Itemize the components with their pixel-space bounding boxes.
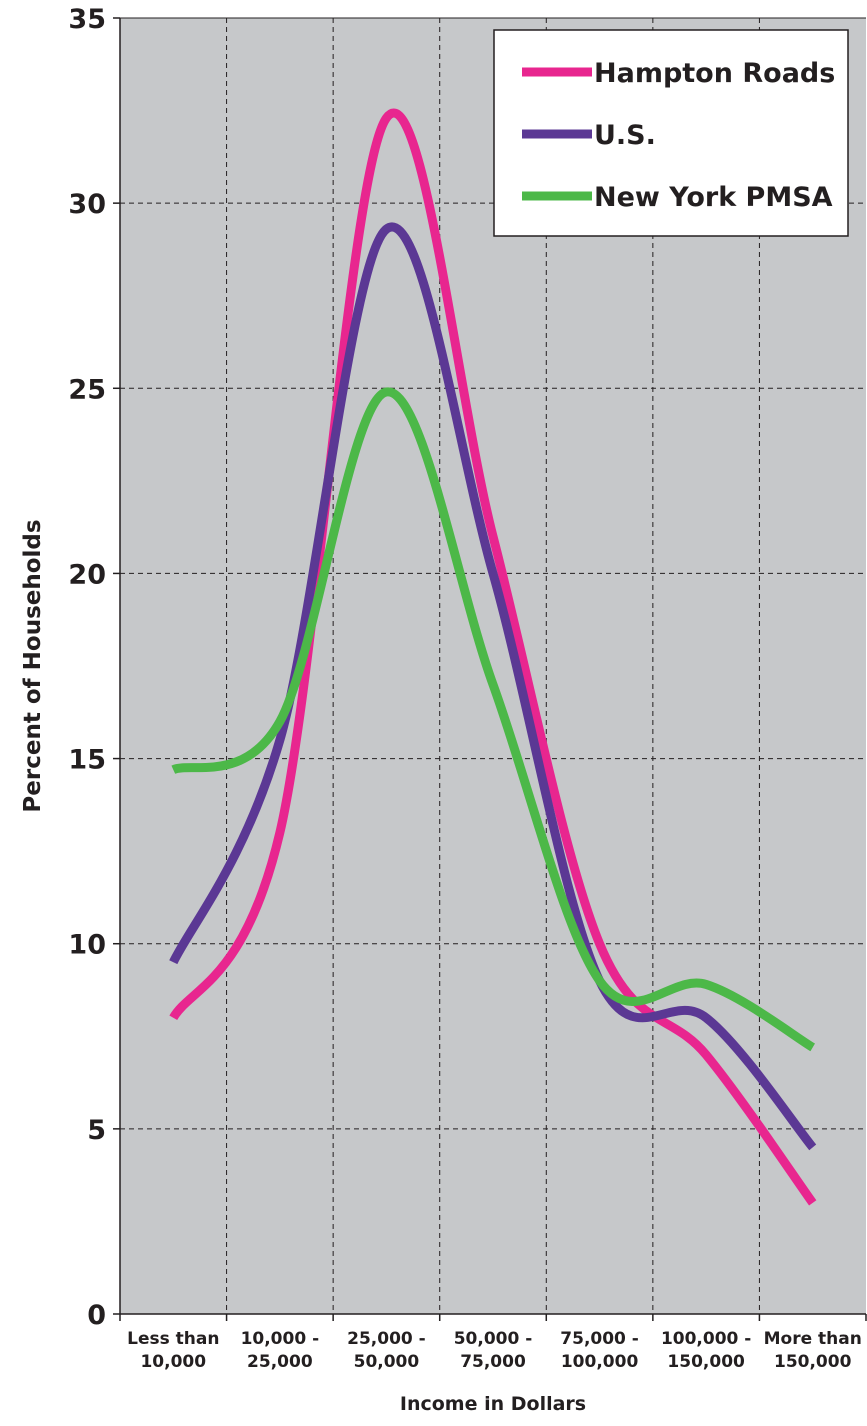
y-tick-label: 10 [68, 930, 106, 961]
legend-label-new-york-pmsa: New York PMSA [594, 182, 833, 213]
x-tick-label: 50,000 [354, 1352, 420, 1372]
legend-label-u-s: U.S. [594, 120, 656, 151]
x-tick-label: Less than [127, 1329, 219, 1349]
legend-label-hampton-roads: Hampton Roads [594, 58, 835, 89]
y-axis-title: Percent of Households [20, 519, 46, 812]
x-tick-label: 100,000 - [661, 1329, 751, 1349]
y-tick-label: 30 [68, 189, 106, 220]
x-axis-title: Income in Dollars [400, 1393, 586, 1415]
x-tick-label: 10,000 [140, 1352, 206, 1372]
y-tick-label: 25 [68, 374, 106, 405]
x-tick-label: 75,000 - [560, 1329, 639, 1349]
y-tick-label: 35 [68, 4, 106, 35]
x-tick-label: 10,000 - [241, 1329, 320, 1349]
x-tick-label: More than [764, 1329, 862, 1349]
x-tick-label: 100,000 [561, 1352, 639, 1372]
x-tick-label: 50,000 - [454, 1329, 533, 1349]
y-tick-label: 20 [68, 559, 106, 590]
x-tick-label: 150,000 [774, 1352, 852, 1372]
x-tick-label: 25,000 [247, 1352, 313, 1372]
y-tick-label: 0 [87, 1300, 106, 1331]
y-tick-label: 5 [87, 1115, 106, 1146]
x-tick-label: 75,000 [460, 1352, 526, 1372]
y-tick-label: 15 [68, 745, 106, 776]
legend: Hampton Roads U.S. New York PMSA [494, 30, 848, 236]
x-tick-label: 150,000 [667, 1352, 745, 1372]
x-tick-label: 25,000 - [347, 1329, 426, 1349]
